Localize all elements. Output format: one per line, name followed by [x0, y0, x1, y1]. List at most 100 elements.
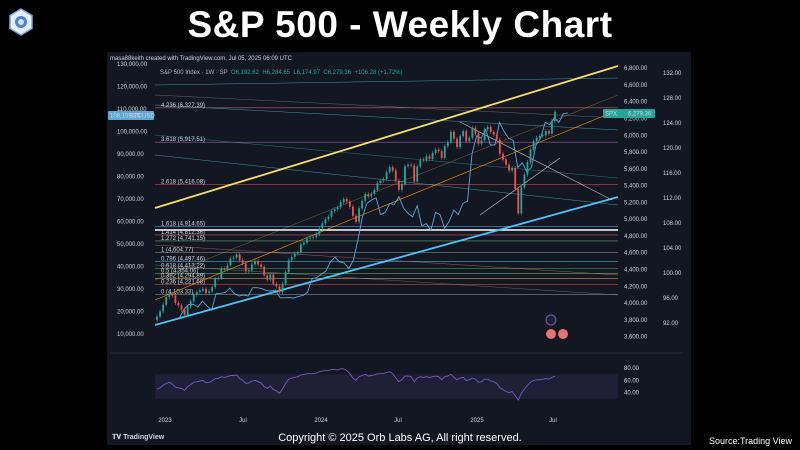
channel-mid-line [154, 94, 619, 281]
spx-price-badge [603, 109, 655, 118]
open-value: O6,192.62 [230, 70, 259, 76]
channel-mid-line [154, 109, 619, 301]
spx-candle [189, 301, 192, 307]
btc-axis-tick: 90,000.00 [117, 152, 144, 158]
spx-candle [342, 199, 345, 203]
btc-axis-tick: 110,000.00 [117, 107, 147, 113]
spx-candle [517, 188, 520, 214]
spx-candle [498, 139, 501, 154]
dividend-marker-icon [546, 329, 556, 339]
fib-level-label: 1.272 (4,741.15) [161, 236, 205, 242]
spx-candle [214, 278, 217, 288]
spx-candle [505, 159, 507, 165]
spx-candle [336, 207, 339, 210]
dxy-axis-tick: 92.00 [663, 321, 679, 327]
spx-candle [434, 149, 437, 153]
btc-price-badge [108, 111, 154, 120]
spx-candle [217, 277, 220, 279]
spx-candle [422, 159, 425, 161]
wedge-line [479, 157, 561, 216]
spx-candle [410, 164, 413, 166]
spx-candle [477, 133, 480, 144]
spx-candle [162, 304, 165, 312]
dividend-marker-icon [558, 329, 568, 339]
fib-level-label: 1.414 (4,812.36) [161, 230, 205, 236]
spx-candle [352, 206, 354, 216]
trend-line [154, 94, 619, 119]
spx-candle [198, 290, 201, 293]
spx-candle [541, 135, 544, 137]
spx-axis-tick: 6,000.00 [624, 133, 648, 139]
spx-candle [171, 293, 174, 296]
spx-axis-tick: 6,400.00 [624, 100, 648, 106]
spx-candle [287, 260, 290, 273]
spx-candle [272, 274, 275, 284]
tradingview-logo: 𝐓𝐕 TradingView [112, 434, 164, 442]
spx-candle [345, 199, 348, 202]
spx-candle [250, 264, 253, 271]
spx-candle [416, 166, 419, 182]
btc-axis-tick: 120,000.00 [117, 84, 148, 90]
btc-axis-tick: 20,000.00 [117, 309, 144, 315]
spx-candle [355, 215, 357, 222]
spx-candle [177, 303, 180, 306]
spx-candle [532, 141, 535, 150]
spx-candle [220, 268, 223, 278]
spx-candle [303, 242, 305, 245]
spx-candle [159, 311, 161, 317]
spx-candle [281, 283, 284, 293]
btc-price-badge-value: 108,159.20 [110, 114, 141, 120]
spx-axis-tick: 3,800.00 [624, 318, 648, 324]
dxy-axis-tick: 124.00 [663, 121, 682, 127]
spx-candle [361, 200, 364, 209]
spx-candle [514, 168, 517, 189]
spx-candle [266, 275, 269, 280]
spx-candle [318, 228, 321, 235]
spx-candle [284, 272, 287, 284]
spx-candle [315, 234, 318, 237]
spx-candle [391, 167, 394, 171]
spx-candle [379, 180, 382, 184]
spx-candle [428, 156, 431, 159]
spx-candle [306, 238, 308, 243]
x-axis-tick: Jul [239, 418, 247, 424]
page-title: S&P 500 - Weekly Chart [187, 4, 613, 45]
spx-candle [364, 194, 367, 201]
spx-candle [208, 291, 210, 293]
spx-candle [462, 131, 465, 137]
spx-candle [324, 219, 327, 224]
spx-candle [309, 237, 311, 239]
spx-candle [254, 261, 256, 265]
spx-candle [407, 164, 409, 167]
fib-level-label: 0.5 (4,354.06) [161, 268, 198, 274]
spx-candle [523, 174, 526, 188]
spx-candle [544, 131, 547, 136]
spx-candle [382, 178, 385, 181]
dxy-axis-tick: 120.00 [663, 146, 682, 152]
spx-candle [480, 140, 483, 144]
spx-candle [339, 202, 342, 208]
spx-candle [508, 164, 510, 171]
spx-axis-tick: 5,000.00 [624, 217, 648, 223]
spx-candle [183, 309, 186, 315]
spx-candle [156, 316, 158, 320]
spx-candle [333, 209, 336, 211]
spx-candle [425, 156, 428, 161]
spx-candle [260, 264, 263, 267]
spx-candle [269, 274, 272, 280]
x-axis-tick: Jul [394, 418, 402, 424]
close-value: C6,279.36 [323, 70, 352, 76]
spx-axis-tick: 4,800.00 [624, 234, 648, 240]
spx-candle [529, 149, 532, 163]
fib-level-label: 0 (4,103.33) [161, 289, 193, 295]
x-axis-tick: 2025 [470, 418, 484, 424]
spx-candle [547, 131, 550, 134]
channel-bottom-line [154, 196, 619, 326]
spx-candle [495, 134, 498, 140]
spx-candle [263, 266, 266, 276]
spx-candle [397, 180, 400, 190]
btc-axis-tick: 80,000.00 [117, 174, 144, 180]
spx-candle [419, 159, 422, 167]
tradingview-logo-icon: 𝐓𝐕 [112, 434, 124, 441]
spx-axis-tick: 5,600.00 [624, 167, 648, 173]
